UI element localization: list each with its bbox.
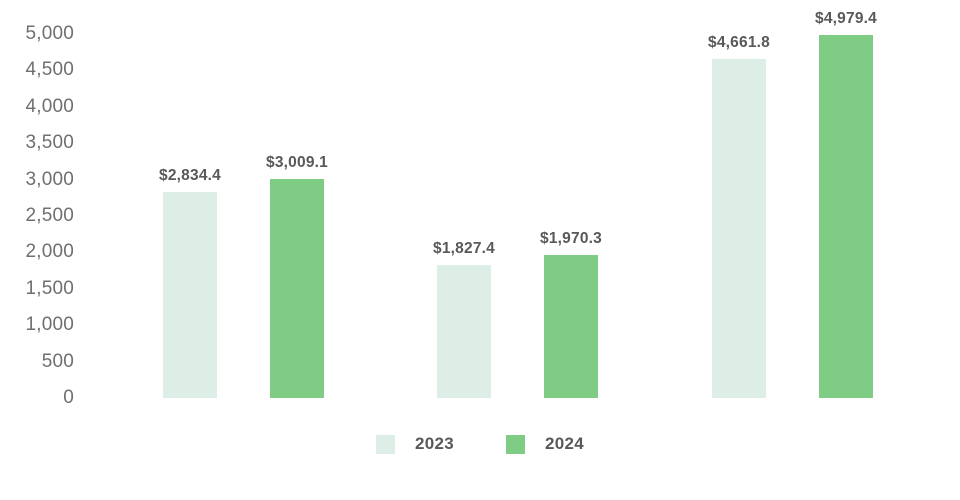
y-axis-tick-label: 1,500 [25,277,74,299]
bar-value-label-2024-group-3: $4,979.4 [815,10,877,28]
legend-swatch-2024 [506,434,525,454]
y-axis-tick-label: 2,000 [25,241,74,263]
y-axis-tick-label: 500 [41,350,74,372]
bar-2023-group-3 [712,58,766,398]
legend-swatch-2023 [375,434,395,454]
y-axis-tick-label: 1,000 [25,314,74,336]
y-axis-tick-label: 4,500 [25,59,74,81]
y-axis: 0 500 1,000 1,500 2,000 2,500 3,000 3,500 4,000 4… [0,0,76,500]
y-axis-tick-label: 3,000 [25,168,74,190]
bar-2023-group-1 [163,191,217,398]
y-axis-tick-label: 3,500 [25,132,74,154]
y-axis-tick-label: 2,500 [25,205,74,226]
bar-2023-group-2 [437,264,491,398]
bar-value-label-2023-group-2: $1,827.4 [433,239,495,257]
y-axis-tick-label: 0 [63,387,74,408]
bar-value-label-2024-group-1: $3,009.1 [266,153,328,171]
bar-value-label-2023-group-3: $4,661.8 [708,33,770,51]
legend-item-2023: 2023 [375,434,454,454]
bar-value-label-2023-group-1: $2,834.4 [159,166,221,184]
legend-label-2023: 2023 [414,434,454,453]
bar-2024-group-3 [819,35,873,398]
bar-value-label-2024-group-2: $1,970.3 [540,229,602,247]
bar-2024-group-1 [270,178,324,398]
legend-item-2024: 2024 [506,434,584,454]
legend: 2023 2024 [0,434,960,454]
y-axis-tick-label: 4,000 [25,95,74,117]
bar-2024-group-2 [544,254,598,398]
y-axis-tick-label: 5,000 [25,23,74,44]
legend-label-2024: 2024 [545,434,585,453]
